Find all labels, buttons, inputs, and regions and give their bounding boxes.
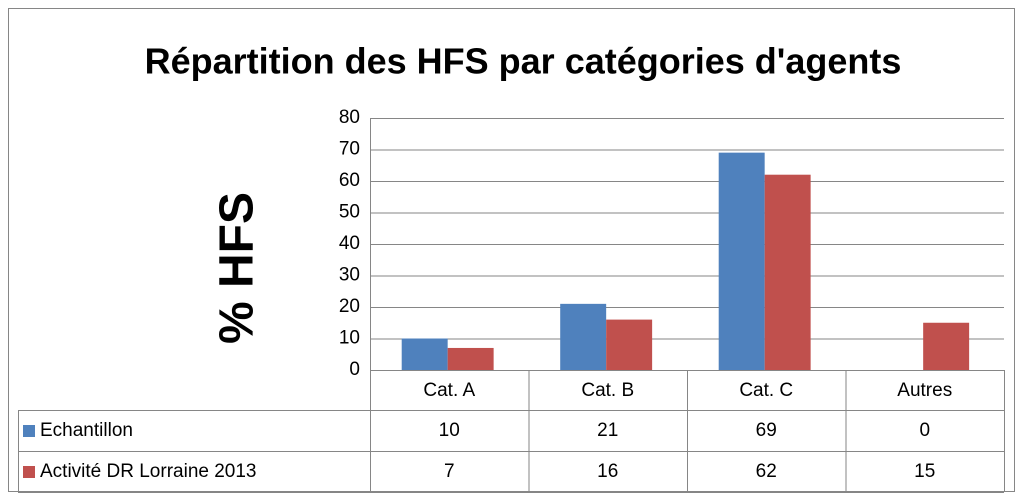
bar bbox=[447, 347, 494, 370]
y-tick-label: 80 bbox=[339, 107, 360, 128]
table-value: 15 bbox=[914, 461, 935, 482]
bar bbox=[606, 319, 653, 370]
legend-key bbox=[23, 425, 35, 437]
y-tick-label: 60 bbox=[339, 170, 360, 191]
y-tick-label: 50 bbox=[339, 202, 360, 223]
legend-key bbox=[23, 466, 35, 478]
y-tick-label: 0 bbox=[349, 359, 360, 380]
bar bbox=[560, 303, 607, 370]
table-value: 69 bbox=[756, 420, 777, 441]
y-tick-label: 30 bbox=[339, 265, 360, 286]
chart-title: Répartition des HFS par catégories d'age… bbox=[145, 41, 902, 82]
category-label: Cat. B bbox=[581, 380, 634, 401]
bar bbox=[764, 174, 811, 370]
category-label: Cat. C bbox=[739, 380, 793, 401]
table-value: 7 bbox=[444, 461, 455, 482]
table-value: 0 bbox=[919, 420, 930, 441]
y-tick-label: 70 bbox=[339, 139, 360, 160]
table-value: 62 bbox=[756, 461, 777, 482]
legend-label: Activité DR Lorraine 2013 bbox=[40, 461, 257, 482]
bar bbox=[401, 338, 448, 370]
table-value: 21 bbox=[597, 420, 618, 441]
category-label: Cat. A bbox=[423, 380, 475, 401]
legend-label: Echantillon bbox=[40, 420, 133, 441]
table-value: 10 bbox=[439, 420, 460, 441]
category-label: Autres bbox=[897, 380, 952, 401]
table-value: 16 bbox=[597, 461, 618, 482]
y-tick-label: 10 bbox=[339, 328, 360, 349]
bar bbox=[923, 322, 970, 370]
y-tick-label: 20 bbox=[339, 296, 360, 317]
bar bbox=[718, 152, 765, 370]
y-tick-label: 40 bbox=[339, 233, 360, 254]
y-axis-label: % HFS bbox=[211, 192, 264, 344]
